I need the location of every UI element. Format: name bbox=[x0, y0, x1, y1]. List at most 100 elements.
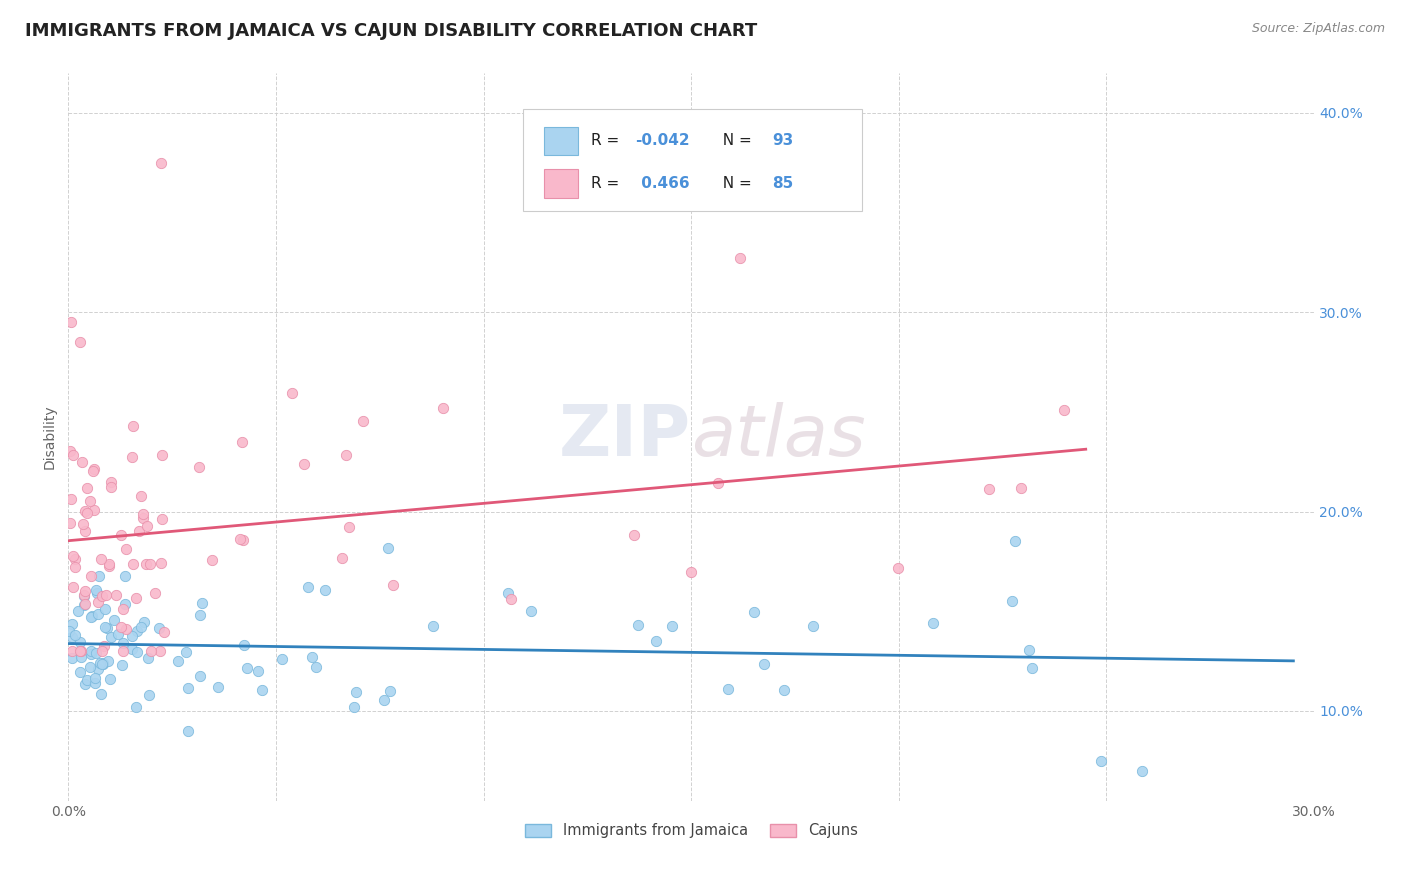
Point bbox=[127, 624, 149, 638]
Point bbox=[84, 646, 107, 660]
Point bbox=[707, 475, 730, 490]
Point bbox=[67, 604, 90, 618]
Point bbox=[75, 504, 97, 518]
Point bbox=[207, 680, 229, 694]
Point bbox=[73, 588, 96, 602]
Point bbox=[75, 677, 97, 691]
Point bbox=[135, 557, 157, 571]
Point bbox=[103, 613, 125, 627]
Point bbox=[59, 443, 82, 458]
Point bbox=[167, 653, 190, 667]
Point bbox=[520, 604, 543, 618]
Point bbox=[87, 595, 110, 609]
Point bbox=[344, 684, 367, 698]
Point bbox=[152, 625, 174, 640]
Point bbox=[114, 597, 136, 611]
Point bbox=[1130, 764, 1153, 778]
Point bbox=[177, 681, 200, 696]
Point bbox=[76, 673, 98, 687]
Point bbox=[70, 650, 93, 665]
Point bbox=[125, 591, 148, 606]
Point bbox=[150, 512, 173, 526]
Point bbox=[121, 641, 143, 656]
Point bbox=[87, 569, 110, 583]
Point bbox=[148, 644, 170, 658]
Point bbox=[498, 586, 520, 600]
Point bbox=[111, 644, 134, 658]
Point bbox=[679, 565, 702, 579]
Point bbox=[139, 644, 162, 658]
Point bbox=[432, 401, 454, 415]
Point bbox=[377, 541, 399, 555]
Point bbox=[132, 508, 155, 522]
Point bbox=[62, 549, 84, 564]
Point bbox=[97, 654, 120, 668]
Point bbox=[94, 588, 117, 602]
Point bbox=[110, 657, 132, 672]
Point bbox=[91, 657, 114, 672]
Point bbox=[98, 559, 121, 574]
Point bbox=[84, 671, 107, 685]
Point bbox=[623, 528, 645, 542]
Point bbox=[76, 481, 98, 495]
Point bbox=[125, 645, 148, 659]
Text: Source: ZipAtlas.com: Source: ZipAtlas.com bbox=[1251, 22, 1385, 36]
Point bbox=[143, 586, 166, 600]
Point bbox=[83, 462, 105, 476]
Point bbox=[80, 569, 103, 583]
Point bbox=[1001, 593, 1024, 607]
Text: IMMIGRANTS FROM JAMAICA VS CAJUN DISABILITY CORRELATION CHART: IMMIGRANTS FROM JAMAICA VS CAJUN DISABIL… bbox=[25, 22, 758, 40]
Point bbox=[236, 660, 259, 674]
Point bbox=[62, 580, 84, 594]
Point bbox=[86, 586, 108, 600]
Point bbox=[87, 662, 110, 676]
Point bbox=[335, 448, 357, 462]
Point bbox=[94, 620, 117, 634]
Point bbox=[72, 455, 94, 469]
Point bbox=[373, 692, 395, 706]
Text: 93: 93 bbox=[772, 134, 793, 148]
Point bbox=[381, 578, 404, 592]
Point bbox=[90, 551, 112, 566]
Point bbox=[100, 475, 122, 489]
Point bbox=[73, 524, 96, 538]
Point bbox=[337, 520, 360, 534]
Point bbox=[63, 552, 86, 566]
Point bbox=[80, 644, 103, 658]
Point bbox=[83, 503, 105, 517]
Point bbox=[188, 459, 211, 474]
Point bbox=[69, 635, 91, 649]
Legend: Immigrants from Jamaica, Cajuns: Immigrants from Jamaica, Cajuns bbox=[519, 817, 863, 844]
Point bbox=[69, 644, 91, 658]
Point bbox=[977, 482, 1000, 496]
Point bbox=[72, 516, 94, 531]
Point bbox=[90, 657, 112, 671]
Text: atlas: atlas bbox=[692, 402, 866, 471]
Point bbox=[73, 584, 96, 599]
Point bbox=[91, 656, 114, 670]
Point bbox=[190, 596, 212, 610]
Point bbox=[60, 644, 83, 658]
Point bbox=[121, 418, 143, 433]
Point bbox=[231, 434, 253, 449]
Point bbox=[84, 582, 107, 597]
Point bbox=[96, 621, 118, 635]
Point bbox=[69, 644, 91, 658]
Point bbox=[90, 687, 112, 701]
Point bbox=[76, 506, 98, 520]
Point bbox=[752, 657, 775, 671]
Point bbox=[60, 617, 83, 632]
Point bbox=[100, 480, 122, 494]
Point bbox=[115, 622, 138, 636]
Point bbox=[742, 605, 765, 619]
Point bbox=[201, 553, 224, 567]
Point bbox=[115, 542, 138, 557]
Point bbox=[100, 630, 122, 644]
Point bbox=[499, 592, 522, 607]
Point bbox=[110, 620, 132, 634]
Point bbox=[232, 533, 254, 547]
Point bbox=[94, 602, 117, 616]
Point bbox=[114, 569, 136, 583]
Point bbox=[121, 450, 143, 464]
Point bbox=[121, 558, 143, 572]
